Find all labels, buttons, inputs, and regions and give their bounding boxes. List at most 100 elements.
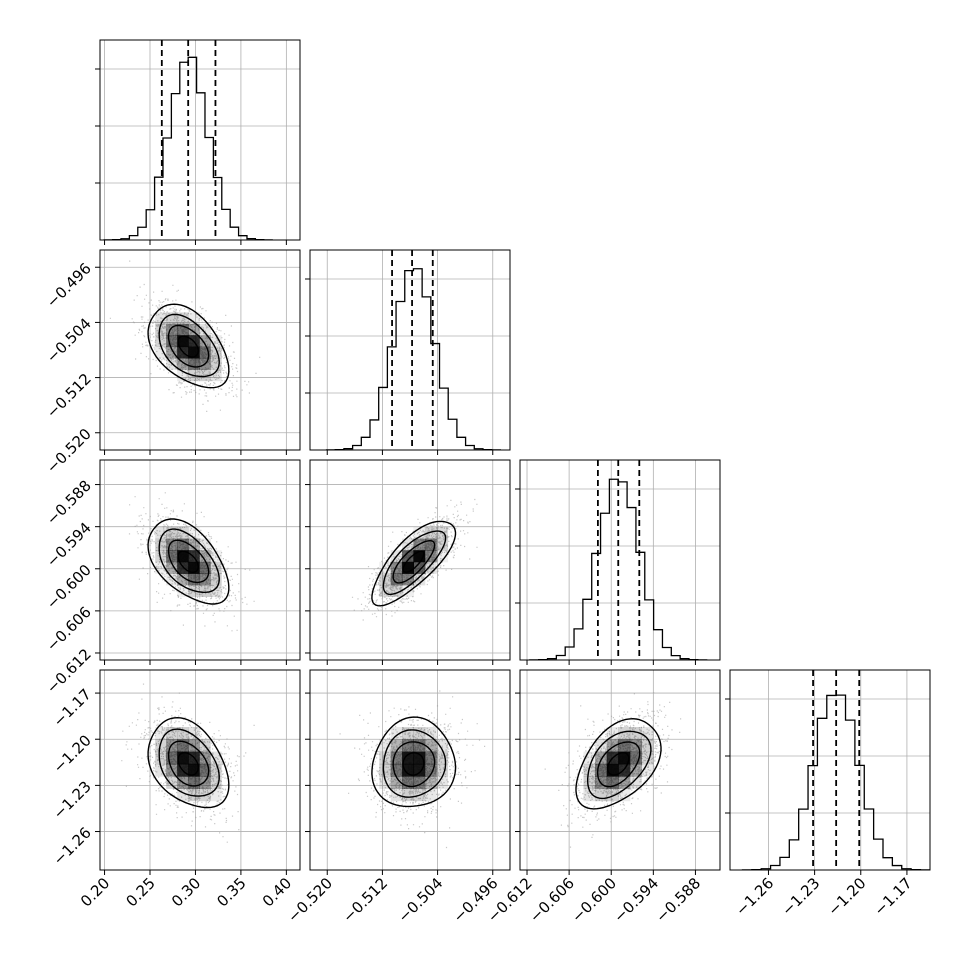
- contour-level-2: [382, 729, 447, 798]
- density-cell: [199, 538, 211, 551]
- density-cell: [390, 573, 403, 586]
- density-cell: [379, 776, 392, 789]
- y-tick-label: −0.588: [43, 477, 95, 529]
- density-cell: [155, 763, 167, 777]
- panel-frame: [309, 459, 511, 661]
- density-cell: [188, 763, 200, 777]
- density-cell: [166, 561, 178, 574]
- contour-level-3: [575, 717, 662, 810]
- density-cell: [199, 776, 211, 789]
- density-cell: [188, 788, 200, 802]
- x-tick-label: −0.504: [394, 874, 446, 926]
- x-tick-label: 0.30: [168, 874, 204, 910]
- density-cell: [390, 739, 403, 753]
- density-cell: [155, 335, 167, 348]
- density-cell: [210, 751, 222, 765]
- density-cell: [177, 788, 189, 802]
- density-cell: [166, 727, 178, 740]
- density-cell: [210, 369, 222, 382]
- y-tick-label: −0.606: [43, 603, 95, 655]
- density-cell: [210, 788, 222, 802]
- x-tick-label: −0.606: [526, 874, 578, 926]
- density-cell: [629, 727, 642, 740]
- density-cell: [379, 751, 392, 765]
- density-cell: [379, 584, 392, 597]
- y-tick-label: −0.612: [43, 645, 95, 697]
- scatter-panel-3-2: [519, 669, 721, 871]
- histogram-step-0: [103, 56, 273, 240]
- density-cell: [199, 561, 211, 574]
- density-cell: [188, 357, 200, 370]
- y-tick-label: −0.600: [43, 561, 95, 613]
- density-cell: [390, 584, 403, 597]
- density-cell: [436, 550, 449, 563]
- density-cell: [424, 788, 437, 802]
- density-cell: [424, 561, 437, 574]
- panel-frame: [99, 249, 301, 451]
- x-tick-label: 0.20: [77, 874, 113, 910]
- panel-frame: [729, 669, 931, 871]
- x-tick-label: −0.594: [610, 874, 662, 926]
- density-cell: [177, 751, 189, 765]
- density-cell: [436, 527, 449, 540]
- density-cell: [583, 788, 596, 802]
- density-cell: [413, 573, 426, 586]
- density-cell: [177, 573, 189, 586]
- density-cell: [177, 727, 189, 740]
- contour-level-2: [382, 530, 447, 596]
- density-cell: [166, 739, 178, 753]
- density-cell: [166, 751, 178, 765]
- x-tick-label: −1.26: [732, 874, 777, 919]
- density-cell: [177, 550, 189, 563]
- density-cell: [177, 323, 189, 336]
- contour-level-1: [392, 741, 436, 788]
- density-cell: [413, 527, 426, 540]
- contour-level-2: [158, 728, 220, 797]
- density-cell: [413, 550, 426, 563]
- panel-frame: [99, 39, 301, 241]
- density-cell: [177, 538, 189, 551]
- density-cell: [166, 776, 178, 789]
- density-cell: [188, 323, 200, 336]
- contour-level-0: [402, 752, 425, 776]
- density-cell: [618, 739, 631, 753]
- density-cell: [166, 538, 178, 551]
- density-cell: [413, 763, 426, 777]
- y-tick-label: −1.20: [50, 731, 95, 776]
- density-cell: [199, 346, 211, 359]
- density-cell: [629, 763, 642, 777]
- density-cell: [390, 776, 403, 789]
- density-cell: [210, 335, 222, 348]
- density-cell: [188, 776, 200, 789]
- density-cell: [390, 561, 403, 574]
- density-cell: [199, 323, 211, 336]
- density-cell: [177, 369, 189, 382]
- density-cell: [583, 776, 596, 789]
- density-cell: [379, 561, 392, 574]
- density-cell: [424, 776, 437, 789]
- density-cell: [413, 739, 426, 753]
- density-cell: [402, 763, 414, 777]
- density-cell: [424, 527, 437, 540]
- x-tick-label: 0.25: [122, 874, 158, 910]
- contour-level-0: [177, 335, 199, 358]
- density-cell: [166, 312, 178, 325]
- density-cell: [199, 763, 211, 777]
- y-tick-label: −0.512: [43, 370, 95, 422]
- x-tick-label: −0.600: [568, 874, 620, 926]
- y-tick-label: −1.23: [50, 777, 95, 822]
- density-cell: [641, 739, 654, 753]
- y-tick-label: −0.504: [43, 315, 95, 367]
- density-cell: [436, 739, 449, 753]
- density-cell: [188, 561, 200, 574]
- panel-frame: [309, 669, 511, 871]
- scatter-panel-3-1: [309, 669, 511, 871]
- density-cell: [177, 527, 189, 540]
- density-cell: [618, 776, 631, 789]
- contour-level-1: [167, 740, 210, 787]
- density-cell: [155, 727, 167, 740]
- density-cell: [402, 739, 414, 753]
- density-cell: [402, 550, 414, 563]
- density-cell: [166, 573, 178, 586]
